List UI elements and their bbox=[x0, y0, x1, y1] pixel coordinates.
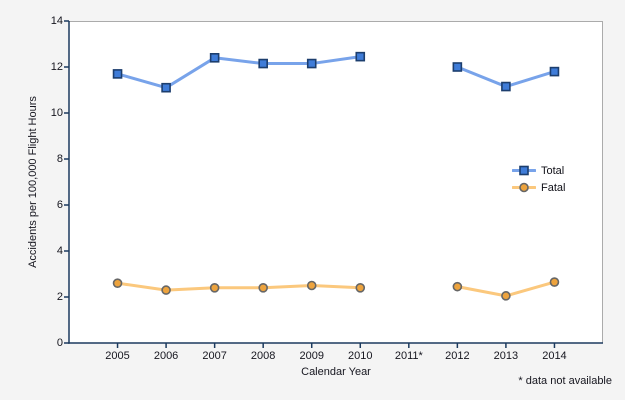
x-tick-label: 2014 bbox=[542, 350, 567, 362]
legend-item-fatal: Fatal bbox=[512, 179, 565, 196]
y-tick-label: 6 bbox=[56, 199, 63, 211]
x-tick-label: 2008 bbox=[250, 350, 276, 362]
legend-label-fatal: Fatal bbox=[541, 181, 566, 194]
x-tick-label: 2009 bbox=[299, 350, 324, 362]
y-tick-label: 8 bbox=[56, 153, 63, 165]
x-tick-label: 2011* bbox=[394, 350, 423, 362]
y-tick-label: 2 bbox=[56, 291, 63, 303]
x-tick-label: 2013 bbox=[493, 350, 519, 362]
x-tick-label: 2010 bbox=[348, 350, 373, 362]
y-tick-label: 10 bbox=[50, 107, 63, 119]
y-tick-label: 4 bbox=[56, 245, 63, 257]
legend-item-total: Total bbox=[512, 162, 565, 179]
legend-label-total: Total bbox=[541, 164, 565, 177]
x-tick-label: 2012 bbox=[445, 350, 470, 362]
y-axis-title: Accidents per 100,000 Flight Hours bbox=[27, 96, 39, 268]
y-tick-label: 12 bbox=[50, 61, 63, 73]
total-series-sample-icon bbox=[512, 165, 536, 176]
x-tick-label: 2006 bbox=[153, 350, 179, 362]
fatal-series-sample-icon bbox=[512, 182, 536, 193]
x-tick-label: 2005 bbox=[105, 350, 130, 362]
x-axis-title: Calendar Year bbox=[301, 366, 371, 378]
y-tick-label: 0 bbox=[56, 337, 63, 349]
legend: Total Fatal bbox=[512, 162, 565, 196]
x-tick-label: 2007 bbox=[202, 350, 227, 362]
footnote: * data not available bbox=[518, 375, 612, 387]
y-tick-label: 14 bbox=[50, 15, 63, 27]
